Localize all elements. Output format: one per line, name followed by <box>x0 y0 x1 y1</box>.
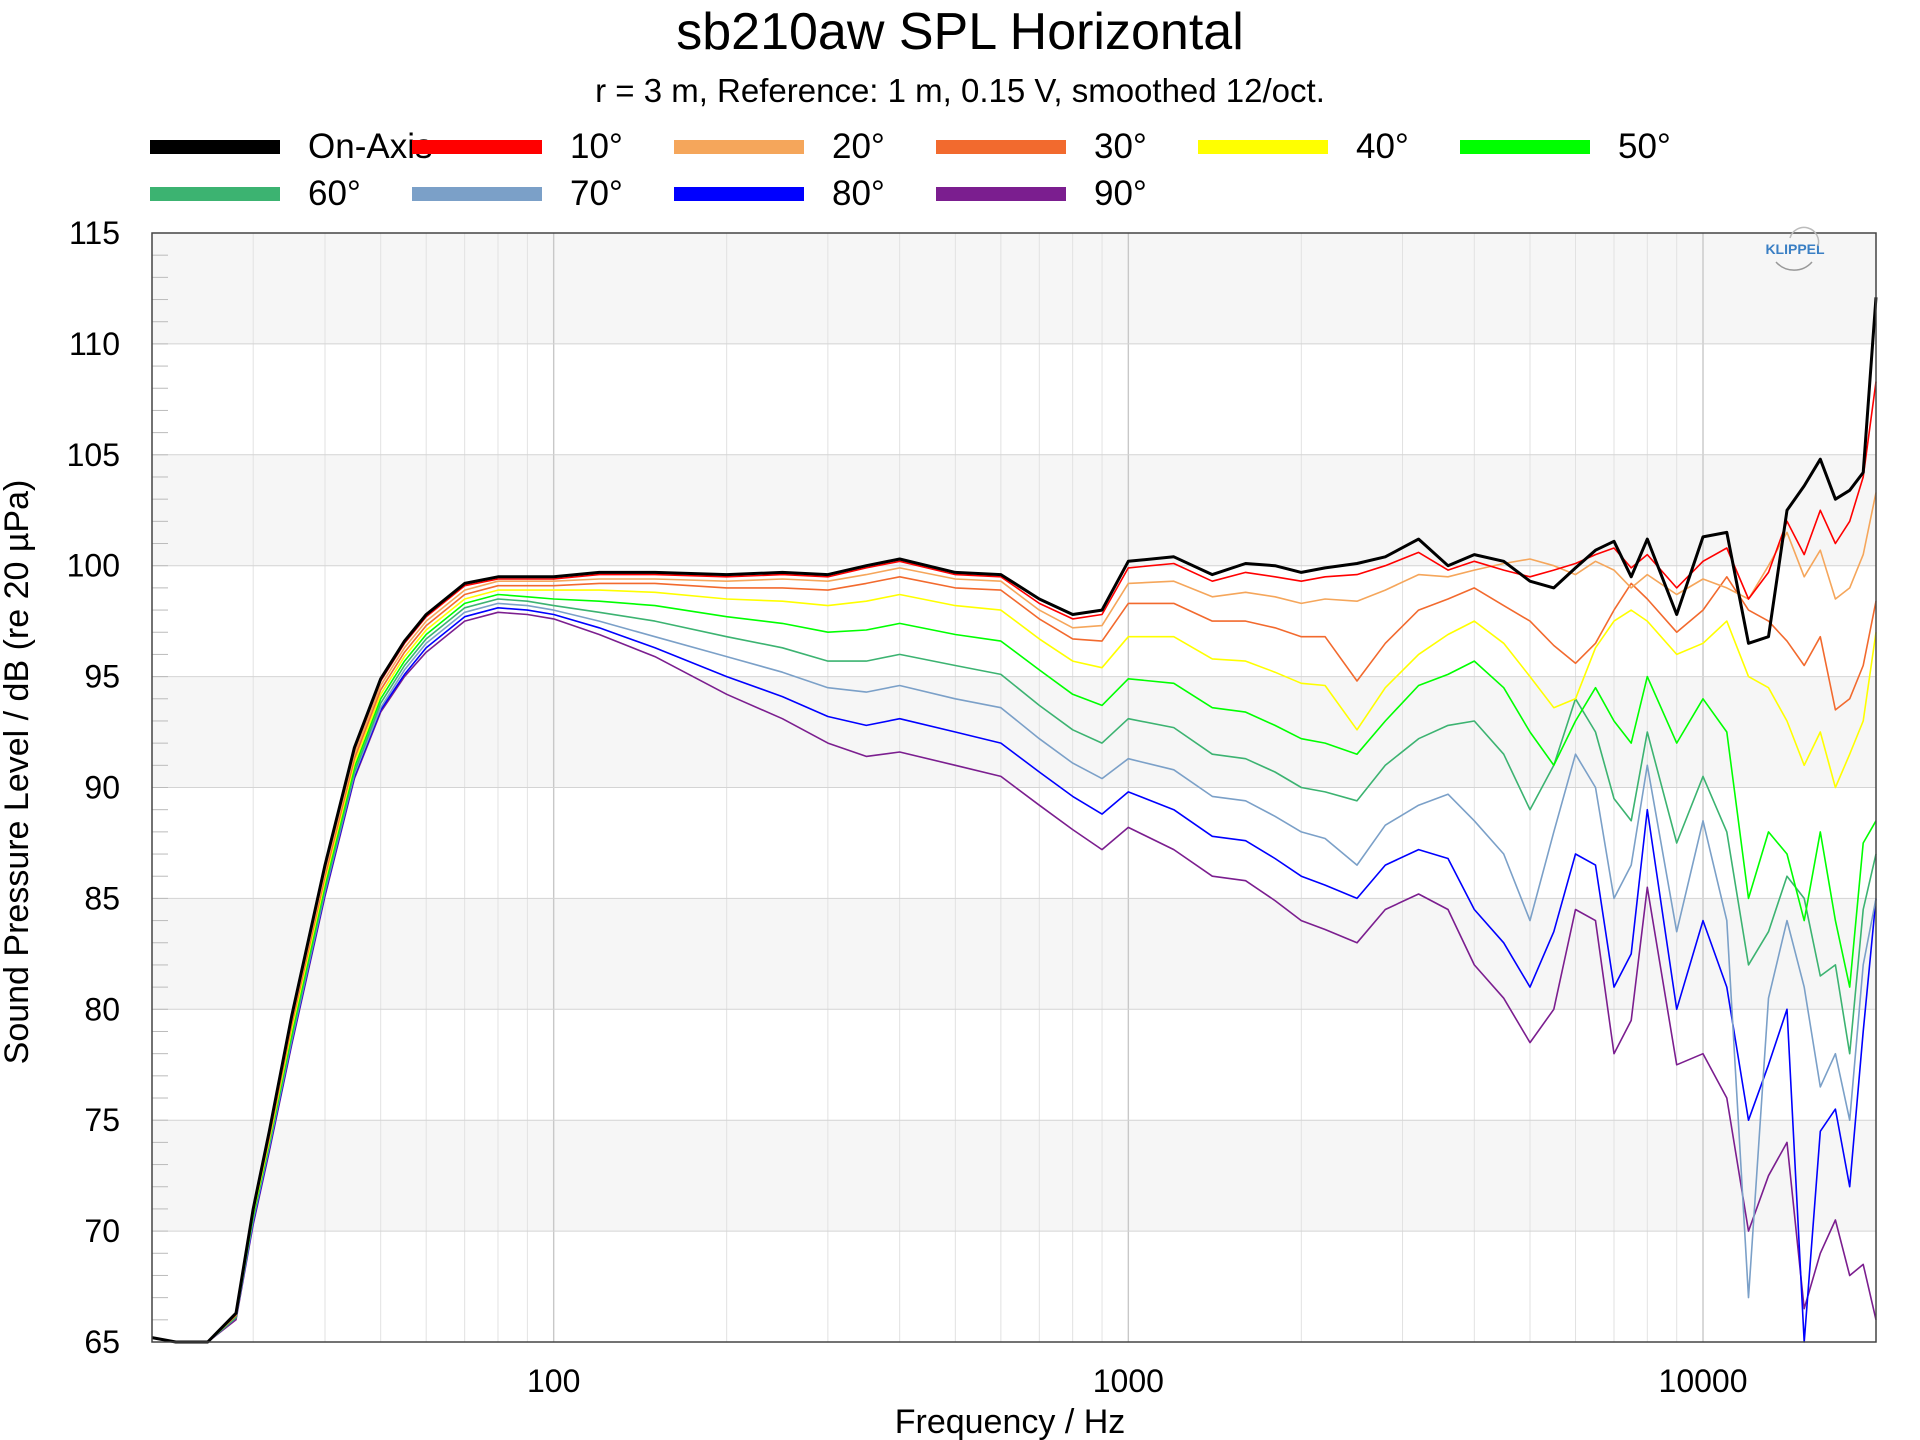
legend-item: On-Axis <box>150 125 432 169</box>
legend-label: 20° <box>832 127 885 166</box>
legend-label: 70° <box>570 174 623 213</box>
y-tick-label: 90 <box>84 770 120 806</box>
series-line-80deg <box>151 606 1877 1343</box>
legend-label: 40° <box>1356 127 1409 166</box>
chart-subtitle: r = 3 m, Reference: 1 m, 0.15 V, smoothe… <box>595 72 1325 109</box>
background-band <box>152 1120 1876 1232</box>
series-lines <box>151 297 1878 1344</box>
legend-label: 80° <box>832 174 885 213</box>
series-line-30deg <box>151 575 1877 1343</box>
x-tick-label: 10000 <box>1659 1363 1748 1399</box>
legend-item: 70° <box>412 172 623 216</box>
y-tick-label: 65 <box>84 1324 120 1360</box>
legend-swatch <box>1198 140 1328 154</box>
legend-swatch <box>412 140 542 154</box>
legend-swatch <box>936 140 1066 154</box>
x-tick-label: 100 <box>527 1363 580 1399</box>
background-band <box>152 898 1876 1010</box>
series-line-70deg <box>151 602 1877 1343</box>
y-tick-label: 100 <box>67 548 120 584</box>
legend-item: 80° <box>674 172 885 216</box>
legend-swatch <box>674 140 804 154</box>
legend-label: 50° <box>1618 127 1671 166</box>
legend-label: 30° <box>1094 127 1147 166</box>
background-band <box>152 454 1876 566</box>
series-line-20deg <box>151 492 1877 1343</box>
legend-label: 60° <box>308 174 361 213</box>
klippel-logo-text: KLIPPEL <box>1765 241 1825 257</box>
x-axis-ticks: 100 1000 10000 <box>527 1363 1748 1399</box>
legend-item: 90° <box>936 172 1147 216</box>
klippel-logo-arc <box>1775 261 1813 271</box>
legend-swatch <box>674 187 804 201</box>
legend-label: On-Axis <box>308 127 433 166</box>
klippel-logo-arc-top <box>1789 226 1820 247</box>
legend-label: 10° <box>570 127 623 166</box>
klippel-logo: KLIPPEL <box>1765 226 1825 271</box>
legend-swatch <box>150 140 280 154</box>
y-tick-label: 70 <box>84 1213 120 1249</box>
legend-item: 10° <box>412 125 623 169</box>
legend-label: 90° <box>1094 174 1147 213</box>
legend-item: 60° <box>150 172 361 216</box>
y-tick-label: 80 <box>84 991 120 1027</box>
series-line-90deg <box>151 611 1877 1343</box>
legend-swatch <box>412 187 542 201</box>
series-line-60deg <box>151 598 1877 1343</box>
legend-item: 30° <box>936 125 1147 169</box>
series-line-40deg <box>151 589 1877 1343</box>
y-tick-label: 110 <box>69 326 120 362</box>
legend-item: 20° <box>674 125 885 169</box>
y-axis-title: Sound Pressure Level / dB (re 20 µPa) <box>0 480 36 1065</box>
y-tick-label: 75 <box>84 1102 120 1138</box>
plot-frame <box>151 232 1877 1343</box>
legend-swatch <box>150 187 280 201</box>
legend-swatch <box>936 187 1066 201</box>
y-tick-label: 95 <box>84 659 120 695</box>
y-tick-label: 115 <box>69 215 120 251</box>
legend-swatch <box>1460 140 1590 154</box>
x-axis-title: Frequency / Hz <box>895 1403 1126 1440</box>
series-line-50deg <box>151 593 1877 1343</box>
legend-item: 40° <box>1198 125 1409 169</box>
legend: On-Axis 10° 20° 30° 40° 50° 60° 70° 80° 90° <box>0 0 1920 220</box>
background-band <box>152 676 1876 788</box>
y-axis-ticks: 115 110 105 100 95 90 85 80 75 70 65 <box>67 215 120 1360</box>
chart-title: sb210aw SPL Horizontal <box>676 3 1244 61</box>
y-tick-label: 105 <box>67 437 120 473</box>
background-band <box>152 233 1876 344</box>
x-tick-label: 1000 <box>1093 1363 1164 1399</box>
legend-item: 50° <box>1460 125 1671 169</box>
series-line-on-axis <box>151 297 1878 1344</box>
y-tick-label: 85 <box>84 880 120 916</box>
